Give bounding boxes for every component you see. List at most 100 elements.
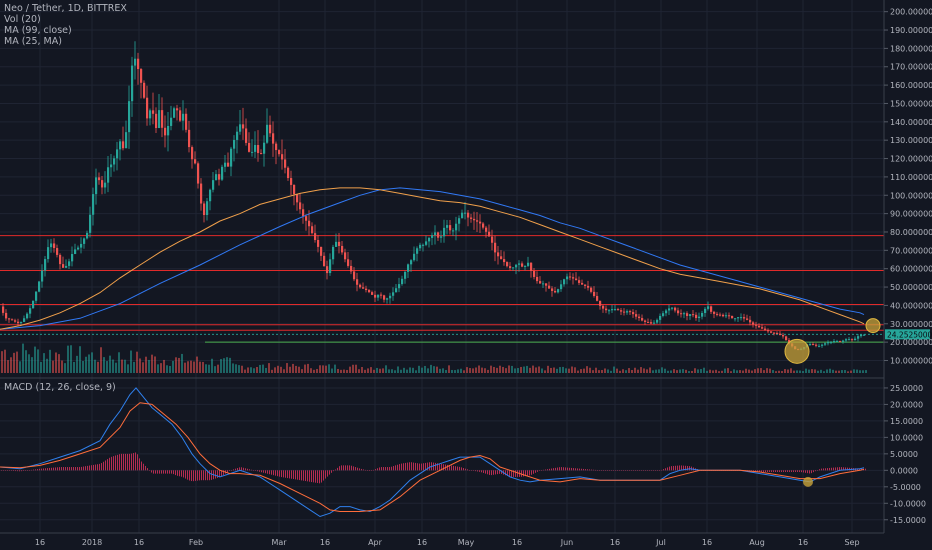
macd-histogram-bar — [375, 469, 376, 471]
volume-bar — [496, 367, 498, 373]
macd-legend: MACD (12, 26, close, 9) — [4, 382, 116, 393]
macd-histogram-bar — [193, 470, 194, 482]
volume-bar — [394, 370, 396, 373]
candle-body — [323, 255, 326, 267]
macd-histogram-bar — [821, 468, 822, 471]
candle-body — [296, 194, 299, 203]
macd-histogram-bar — [807, 470, 808, 474]
price-tick-label: 140.00000000 — [890, 118, 932, 127]
macd-histogram-bar — [345, 465, 346, 471]
ma25-label[interactable]: MA (25, MA) — [4, 36, 62, 47]
volume-bar — [523, 366, 525, 373]
candle-body — [101, 180, 104, 188]
macd-histogram-bar — [43, 468, 44, 471]
candle-body — [521, 263, 524, 267]
macd-axis[interactable]: 25.0000 20.0000 15.0000 10.0000 5.0000 0.0000… — [884, 384, 926, 525]
ma99-label[interactable]: MA (99, close) — [4, 25, 72, 36]
macd-histogram-bar — [177, 470, 178, 476]
symbol-title[interactable]: Neo / Tether, 1D, BITTREX — [4, 3, 127, 14]
volume-bar — [673, 369, 675, 373]
volume-bar — [676, 370, 678, 373]
macd-tick-label: 20.0000 — [890, 400, 923, 409]
candle-body — [779, 333, 782, 336]
volume-bar — [64, 363, 66, 373]
macd-histogram-bar — [647, 470, 648, 471]
macd-histogram-bar — [357, 467, 358, 471]
macd-histogram-bar — [429, 462, 430, 471]
candle-body — [473, 218, 476, 221]
chart-legend: Neo / Tether, 1D, BITTREX Vol (20) MA (9… — [4, 3, 127, 47]
macd-histogram-bar — [97, 464, 98, 471]
candle-body — [365, 288, 368, 291]
macd-histogram-bar — [315, 470, 316, 483]
volume-bar — [442, 368, 444, 373]
macd-histogram-bar — [131, 453, 132, 471]
volume-bar — [670, 370, 672, 373]
candle-body — [743, 317, 746, 319]
candle-body — [467, 212, 470, 218]
candle-body — [530, 262, 533, 271]
macd-label[interactable]: MACD (12, 26, close, 9) — [4, 382, 116, 393]
candle-body — [419, 244, 422, 249]
candle-body — [401, 278, 404, 285]
time-tick-label: 16 — [702, 538, 712, 547]
macd-histogram-bar — [847, 467, 848, 471]
vol-label[interactable]: Vol (20) — [4, 14, 41, 25]
volume-bar — [55, 352, 57, 373]
macd-histogram-bar — [509, 470, 510, 477]
volume-bar — [553, 367, 555, 373]
volume-bar — [529, 367, 531, 373]
macd-tick-label: -5.0000 — [890, 483, 921, 492]
macd-histogram-bar — [249, 469, 250, 471]
macd-histogram-bar — [467, 469, 468, 471]
macd-histogram-bar — [145, 465, 146, 471]
candle-body — [575, 278, 578, 281]
candle-body — [584, 284, 587, 286]
macd-histogram-bar — [623, 470, 624, 471]
volume-bar — [307, 363, 309, 373]
macd-histogram-bar — [339, 466, 340, 471]
macd-histogram-bar — [773, 470, 774, 472]
macd-histogram-bar — [355, 467, 356, 471]
candle-body — [425, 241, 428, 245]
volume-bar — [598, 370, 600, 373]
candle-body — [173, 108, 176, 118]
volume-bar — [508, 365, 510, 373]
candle-body — [86, 232, 89, 239]
macd-histogram-bar — [147, 468, 148, 471]
volume-bar — [856, 369, 858, 373]
candle-body — [275, 143, 278, 151]
time-tick-label: 16 — [417, 538, 427, 547]
volume-bar — [478, 365, 480, 373]
candle-body — [545, 283, 548, 286]
price-tick-label: 190.00000000 — [890, 26, 932, 35]
time-axis[interactable]: 16 2018 16 Feb Mar 16 Apr 16 May 16 Jun 16 Jul 16 Aug 1… — [35, 538, 860, 547]
volume-bar — [832, 369, 834, 373]
volume-bar — [382, 368, 384, 373]
macd-histogram-bar — [11, 470, 12, 471]
volume-bar — [145, 356, 147, 373]
candle-body — [446, 225, 449, 228]
macd-histogram-bar — [835, 467, 836, 471]
price-axis[interactable]: 200.00000000 190.00000000 180.00000000 170.… — [884, 8, 932, 366]
volume-bar — [793, 370, 795, 373]
volume-bar — [838, 370, 840, 373]
macd-histogram-bar — [637, 470, 638, 471]
macd-histogram-bar — [149, 470, 150, 471]
macd-histogram-bar — [689, 466, 690, 471]
volume-bar — [484, 368, 486, 373]
candle-body — [701, 312, 704, 317]
candle-body — [44, 259, 47, 271]
macd-histogram-bar — [153, 470, 154, 474]
macd-histogram-bar — [789, 470, 790, 472]
macd-histogram-bar — [409, 462, 410, 471]
volume-bar — [10, 357, 12, 373]
candle-body — [725, 315, 728, 317]
macd-histogram-bar — [205, 470, 206, 481]
macd-histogram-bar — [369, 470, 370, 471]
volume-bar — [253, 368, 255, 373]
volume-bar — [181, 353, 183, 373]
time-tick-label: Jul — [655, 538, 666, 547]
macd-histogram-bar — [287, 470, 288, 479]
